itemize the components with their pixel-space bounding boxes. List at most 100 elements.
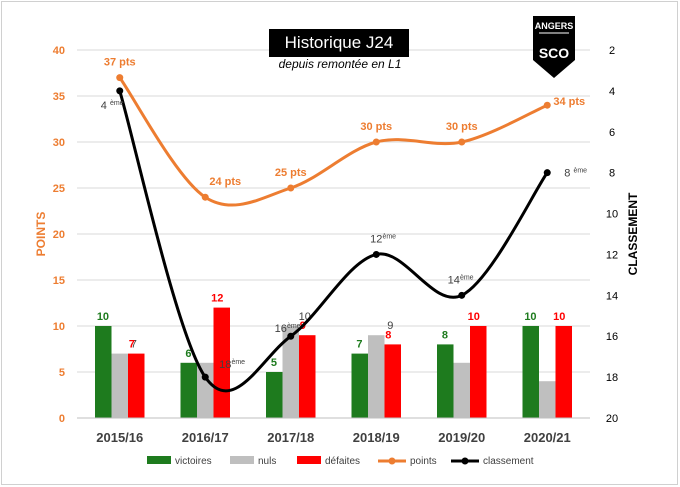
bar-label-défaites: 10: [468, 311, 480, 323]
point-points: [458, 138, 466, 146]
legend-marker-points: [388, 457, 396, 465]
y2-tick-label: 8: [609, 168, 615, 180]
bar-victoires: [522, 326, 539, 418]
point-classement: [287, 332, 295, 340]
x-tick-label: 2017/18: [267, 430, 314, 445]
point-label-suffix: ème: [110, 100, 124, 107]
y-tick-label: 30: [53, 137, 65, 149]
point-label-classement: 8: [564, 168, 570, 180]
legend-label-défaites: défaites: [325, 456, 360, 467]
bar-victoires: [437, 344, 454, 418]
legend-label-victoires: victoires: [175, 456, 212, 467]
bar-nuls: [453, 362, 470, 418]
bar-victoires: [180, 362, 197, 418]
legend-swatch-défaites: [297, 456, 321, 464]
bar-nuls: [197, 362, 214, 418]
point-label-points: 30 pts: [446, 121, 478, 133]
point-classement: [458, 291, 466, 299]
logo-text: ANGERS: [535, 21, 574, 31]
point-label-points: 30 pts: [360, 121, 392, 133]
point-label-suffix: ème: [287, 323, 301, 330]
legend-swatch-nuls: [230, 456, 254, 464]
y-tick-label: 35: [53, 91, 65, 103]
bar-défaites: [128, 353, 145, 418]
point-points: [543, 101, 551, 109]
y-tick-label: 40: [53, 45, 65, 57]
y-tick-label: 20: [53, 229, 65, 241]
y2-tick-label: 18: [606, 372, 618, 384]
x-tick-label: 2015/16: [96, 430, 143, 445]
bar-nuls: [282, 326, 299, 418]
chart-subtitle: depuis remontée en L1: [278, 57, 402, 71]
bar-défaites: [555, 326, 572, 418]
bar-défaites: [299, 335, 316, 418]
y-tick-label: 15: [53, 275, 65, 287]
y-axis-title: POINTS: [34, 212, 48, 257]
bar-label-victoires: 10: [524, 311, 536, 323]
chart-title: Historique J24: [269, 29, 409, 57]
legend-label-nuls: nuls: [258, 456, 276, 467]
bar-victoires: [95, 326, 112, 418]
point-label-suffix: ème: [231, 359, 245, 366]
line-classement: [118, 90, 549, 393]
bar-nuls: [111, 353, 128, 418]
point-label-classement: 18: [219, 359, 231, 371]
bar-label-défaites: 7: [129, 339, 135, 351]
point-label-points: 25 pts: [275, 167, 307, 179]
y2-tick-label: 10: [606, 209, 618, 221]
point-points: [116, 74, 124, 82]
point-points: [287, 184, 295, 192]
point-label-classement: 16: [275, 323, 287, 335]
point-label-points: 37 pts: [104, 57, 136, 69]
bar-nuls: [539, 381, 556, 418]
y2-axis-title: CLASSEMENT: [626, 192, 640, 275]
point-classement: [116, 87, 124, 95]
bar-défaites: [384, 344, 401, 418]
bar-label-nuls: 9: [387, 320, 393, 332]
y2-tick-label: 12: [606, 249, 618, 261]
point-label-suffix: ème: [460, 274, 474, 281]
point-label-classement: 4: [101, 100, 107, 112]
y2-tick-label: 14: [606, 290, 618, 302]
bar-label-nuls: 7: [131, 339, 137, 351]
x-tick-label: 2020/21: [524, 430, 571, 445]
legend-label-classement: classement: [483, 456, 534, 467]
bar-label-victoires: 7: [356, 339, 362, 351]
y-tick-label: 10: [53, 321, 65, 333]
point-label-suffix: ème: [573, 168, 587, 175]
bar-victoires: [351, 353, 368, 418]
point-classement: [201, 373, 209, 381]
bar-label-défaites: 10: [553, 311, 565, 323]
logo-initials: SCO: [539, 45, 569, 61]
bar-victoires: [266, 372, 283, 418]
bar-label-victoires: 6: [185, 348, 191, 360]
point-classement: [543, 169, 551, 177]
point-classement: [372, 250, 380, 258]
x-tick-label: 2018/19: [353, 430, 400, 445]
bar-label-victoires: 10: [97, 311, 109, 323]
point-label-classement: 12: [370, 233, 382, 245]
legend-marker-classement: [461, 457, 469, 465]
y2-tick-label: 20: [606, 413, 618, 425]
point-label-points: 34 pts: [553, 96, 585, 108]
line-points: [118, 76, 548, 207]
point-points: [201, 193, 209, 201]
legend-swatch-victoires: [147, 456, 171, 464]
x-tick-label: 2016/17: [182, 430, 229, 445]
point-label-classement: 14: [448, 274, 460, 286]
legend-label-points: points: [410, 456, 437, 467]
point-points: [372, 138, 380, 146]
point-label-suffix: ème: [382, 233, 396, 240]
y-tick-label: 5: [59, 367, 65, 379]
y2-tick-label: 16: [606, 331, 618, 343]
y2-tick-label: 4: [609, 86, 615, 98]
bar-label-victoires: 8: [442, 329, 448, 341]
point-label-points: 24 pts: [209, 176, 241, 188]
bar-label-défaites: 12: [211, 293, 223, 305]
bar-défaites: [470, 326, 487, 418]
angers-sco-logo: ANGERS SCO: [533, 16, 575, 78]
y2-tick-label: 6: [609, 127, 615, 139]
bar-label-défaites: 8: [385, 329, 391, 341]
